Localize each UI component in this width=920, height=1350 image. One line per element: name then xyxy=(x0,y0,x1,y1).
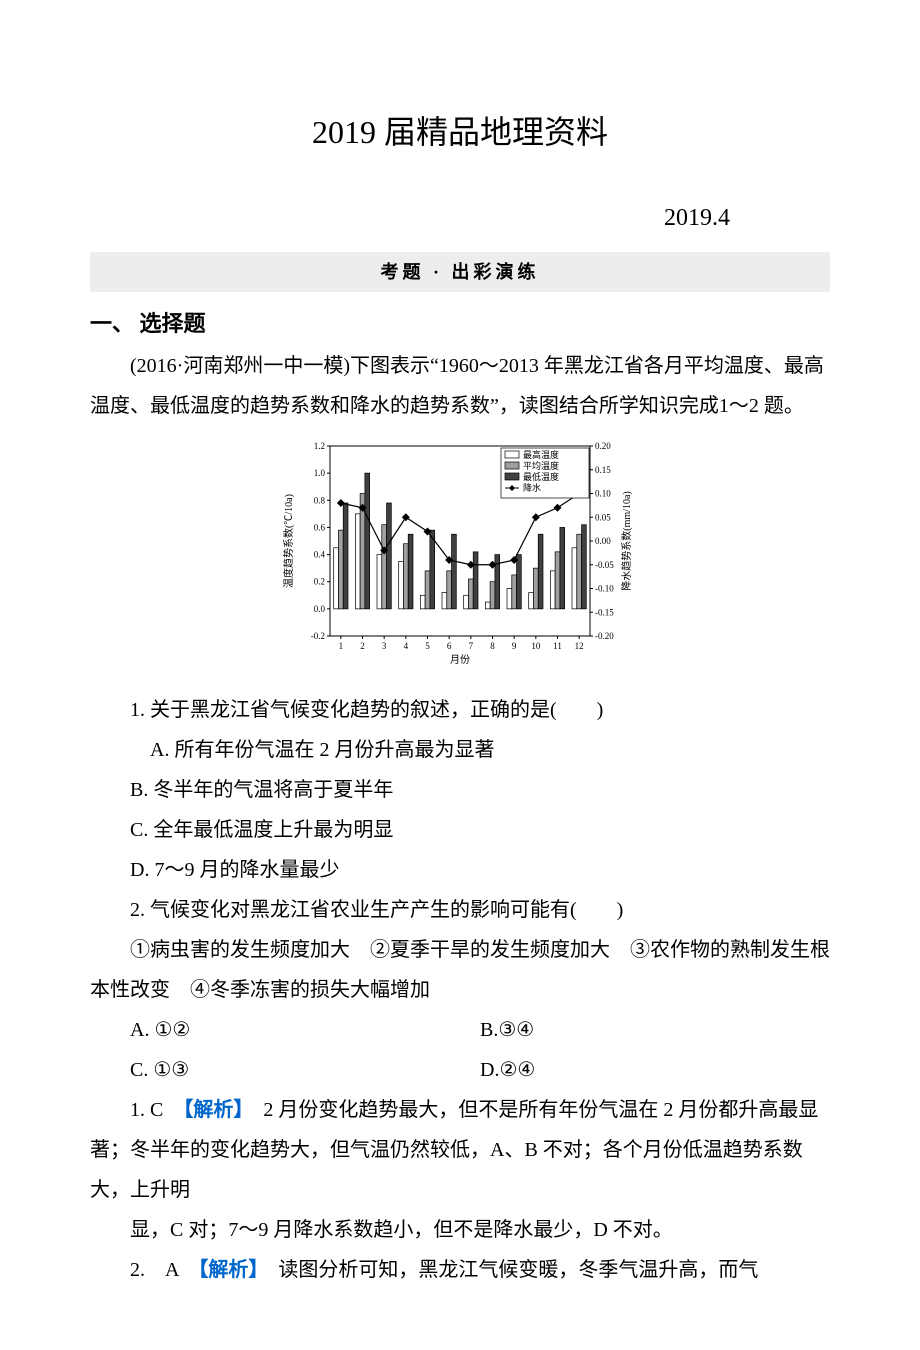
svg-text:0.15: 0.15 xyxy=(595,465,611,475)
svg-text:5: 5 xyxy=(425,641,430,651)
svg-text:2: 2 xyxy=(360,641,365,651)
trend-chart: -0.2 0.0 0.2 0.4 0.6 0.8 1.0 1.2 -0.20 -0.15 -0.10… xyxy=(280,436,640,666)
page-title: 2019 届精品地理资料 xyxy=(90,100,830,164)
a1-prefix: 1. C xyxy=(130,1099,183,1121)
svg-text:-0.05: -0.05 xyxy=(595,560,614,570)
q1-opt-b: B. 冬半年的气温将高于夏半年 xyxy=(90,770,830,810)
q1-opt-a: A. 所有年份气温在 2 月份升高最为显著 xyxy=(90,730,830,770)
q2-opt-c: C. ①③ xyxy=(90,1050,480,1090)
section-1-heading: 一、 选择题 xyxy=(90,302,830,346)
svg-text:1.0: 1.0 xyxy=(314,468,326,478)
svg-text:4: 4 xyxy=(404,641,409,651)
q2-row-2: C. ①③ D.②④ xyxy=(90,1050,830,1090)
section-banner: 考题 · 出彩演练 xyxy=(90,252,830,292)
q1-a-text: A. 所有年份气温在 2 月份升高最为显著 xyxy=(150,739,494,761)
svg-text:0.4: 0.4 xyxy=(314,550,326,560)
svg-text:0.20: 0.20 xyxy=(595,441,611,451)
intro-paragraph: (2016·河南郑州一中一模)下图表示“1960～2013 年黑龙江省各月平均温… xyxy=(90,346,830,426)
svg-text:0.05: 0.05 xyxy=(595,512,611,522)
svg-text:-0.20: -0.20 xyxy=(595,631,614,641)
svg-text:1.2: 1.2 xyxy=(314,441,325,451)
svg-text:-0.2: -0.2 xyxy=(311,631,325,641)
svg-text:降水趋势系数(mm/10a): 降水趋势系数(mm/10a) xyxy=(620,491,633,590)
q1-opt-c: C. 全年最低温度上升最为明显 xyxy=(90,810,830,850)
svg-text:0.10: 0.10 xyxy=(595,489,611,499)
a1-label: 【解析】 xyxy=(183,1099,243,1121)
svg-text:月份: 月份 xyxy=(450,654,470,666)
q2-opt-a: A. ①② xyxy=(90,1010,480,1050)
svg-text:0.6: 0.6 xyxy=(314,522,326,532)
svg-text:12: 12 xyxy=(575,641,584,651)
q2-circled: ①病虫害的发生频度加大 ②夏季干旱的发生频度加大 ③农作物的熟制发生根本性改变 … xyxy=(90,930,830,1010)
a2-body: 读图分析可知，黑龙江气候变暖，冬季气温升高，而气 xyxy=(258,1259,758,1281)
q2-opt-b: B.③④ xyxy=(480,1010,830,1050)
a2-label: 【解析】 xyxy=(198,1259,258,1281)
svg-text:-0.10: -0.10 xyxy=(595,584,614,594)
svg-text:0.0: 0.0 xyxy=(314,604,326,614)
svg-text:温度趋势系数(℃/10a): 温度趋势系数(℃/10a) xyxy=(282,494,295,588)
svg-text:7: 7 xyxy=(469,641,474,651)
q2-stem: 2. 气候变化对黑龙江省农业生产产生的影响可能有( ) xyxy=(90,890,830,930)
q2-opt-d: D.②④ xyxy=(480,1050,830,1090)
q2-row-1: A. ①② B.③④ xyxy=(90,1010,830,1050)
a2-prefix: 2. A xyxy=(130,1259,198,1281)
svg-text:3: 3 xyxy=(382,641,387,651)
svg-text:最高温度: 最高温度 xyxy=(523,449,559,460)
svg-text:降水: 降水 xyxy=(523,482,541,493)
chart-container: -0.2 0.0 0.2 0.4 0.6 0.8 1.0 1.2 -0.20 -0.15 -0.10… xyxy=(90,436,830,680)
svg-text:9: 9 xyxy=(512,641,517,651)
q1-opt-d: D. 7～9 月的降水量最少 xyxy=(90,850,830,890)
q1-stem: 1. 关于黑龙江省气候变化趋势的叙述，正确的是( ) xyxy=(90,690,830,730)
answer-1-tail: 显，C 对；7～9 月降水系数趋小，但不是降水最少，D 不对。 xyxy=(90,1210,830,1250)
svg-text:平均温度: 平均温度 xyxy=(523,460,559,471)
answer-2: 2. A 【解析】 读图分析可知，黑龙江气候变暖，冬季气温升高，而气 xyxy=(90,1250,830,1290)
svg-text:11: 11 xyxy=(553,641,562,651)
svg-text:10: 10 xyxy=(531,641,541,651)
svg-text:1: 1 xyxy=(339,641,344,651)
answer-1: 1. C 【解析】 2 月份变化趋势最大，但不是所有年份气温在 2 月份都升高最… xyxy=(90,1090,830,1210)
svg-text:6: 6 xyxy=(447,641,452,651)
svg-text:0.8: 0.8 xyxy=(314,495,326,505)
date-label: 2019.4 xyxy=(90,194,830,242)
svg-text:最低温度: 最低温度 xyxy=(523,471,559,482)
svg-text:8: 8 xyxy=(490,641,495,651)
svg-text:0.00: 0.00 xyxy=(595,536,611,546)
svg-text:0.2: 0.2 xyxy=(314,577,325,587)
svg-text:-0.15: -0.15 xyxy=(595,607,614,617)
